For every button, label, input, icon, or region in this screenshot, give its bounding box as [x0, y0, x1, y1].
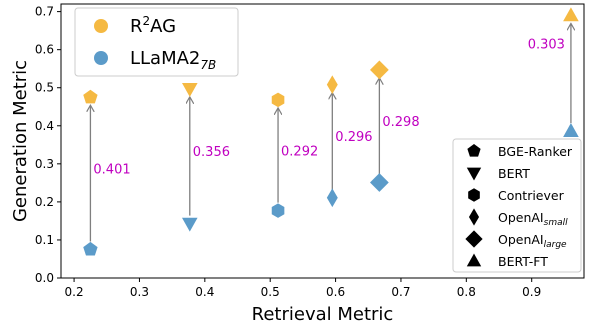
delta-label: 0.298 — [382, 115, 419, 130]
plot-area — [60, 3, 585, 279]
llama-point — [181, 217, 198, 232]
r2ag-point — [563, 7, 579, 22]
llama-point — [83, 241, 98, 256]
y-tick-label: 0.0 — [35, 271, 54, 285]
legend-marker — [468, 208, 480, 226]
delta-label: 0.401 — [93, 162, 130, 177]
delta-label: 0.356 — [193, 145, 230, 160]
model-legend: R2AG LLaMA27B — [74, 7, 239, 77]
x-tick-label: 0.7 — [391, 285, 410, 299]
x-tick-label: 0.3 — [130, 285, 149, 299]
r2ag-point — [181, 83, 198, 97]
y-tick-label: 0.5 — [35, 81, 54, 95]
llama-point — [563, 123, 579, 137]
x-tick-label: 0.6 — [326, 285, 345, 299]
legend-entry: Contriever — [498, 188, 565, 203]
gain-arrows — [90, 24, 571, 242]
r2ag-point — [271, 92, 285, 108]
r2ag-point — [83, 89, 98, 104]
legend-marker — [467, 144, 481, 157]
legend-entry: OpenAIlarge — [498, 232, 567, 250]
legend-swatch — [94, 51, 108, 65]
legend-swatch — [94, 19, 108, 33]
x-tick-label: 0.4 — [195, 285, 214, 299]
y-tick-label: 0.3 — [35, 157, 54, 171]
x-tick-label: 0.5 — [261, 285, 280, 299]
delta-label: 0.303 — [528, 38, 565, 53]
x-axis-ticks: 0.2 0.3 0.4 0.5 0.6 0.7 0.8 0.9 — [65, 278, 541, 299]
llama-point — [370, 173, 389, 192]
legend-marker — [466, 167, 482, 181]
delta-label: 0.296 — [335, 130, 372, 145]
y-axis-label: Generation Metric — [10, 60, 31, 222]
y-tick-label: 0.7 — [35, 5, 54, 19]
legend-entry: BGE-Ranker — [498, 144, 573, 159]
y-tick-label: 0.6 — [35, 43, 54, 57]
legend-marker — [465, 230, 483, 248]
delta-label: 0.292 — [281, 144, 318, 159]
r2ag-point — [326, 75, 338, 95]
legend-entry: OpenAIsmall — [498, 210, 568, 228]
y-tick-label: 0.1 — [35, 233, 54, 247]
legend-box — [74, 7, 239, 77]
x-tick-label: 0.9 — [522, 285, 541, 299]
x-axis-label: Retrieval Metric — [252, 304, 394, 325]
y-tick-label: 0.2 — [35, 195, 54, 209]
legend-marker — [468, 188, 480, 202]
llama-point — [271, 203, 285, 218]
legend-entry: BERT-FT — [498, 254, 548, 269]
r2ag-point — [370, 60, 389, 80]
y-axis-ticks: 0.0 0.1 0.2 0.3 0.4 0.5 0.6 0.7 — [35, 5, 61, 285]
legend-entry: R2AG — [130, 14, 176, 37]
retriever-legend: BGE-Ranker BERT Contriever OpenAIsmall OpenA… — [452, 138, 582, 273]
llama-point — [326, 188, 338, 208]
plot-frame — [60, 3, 585, 279]
delta-labels: 0.401 0.356 0.292 0.296 0.298 0.303 — [93, 38, 565, 178]
legend-marker — [466, 253, 482, 267]
legend-entry: BERT — [498, 166, 530, 181]
x-tick-label: 0.8 — [457, 285, 476, 299]
legend-box — [452, 138, 582, 273]
y-tick-label: 0.4 — [35, 119, 54, 133]
x-tick-label: 0.2 — [65, 285, 84, 299]
legend-entry: LLaMA27B — [130, 48, 216, 72]
